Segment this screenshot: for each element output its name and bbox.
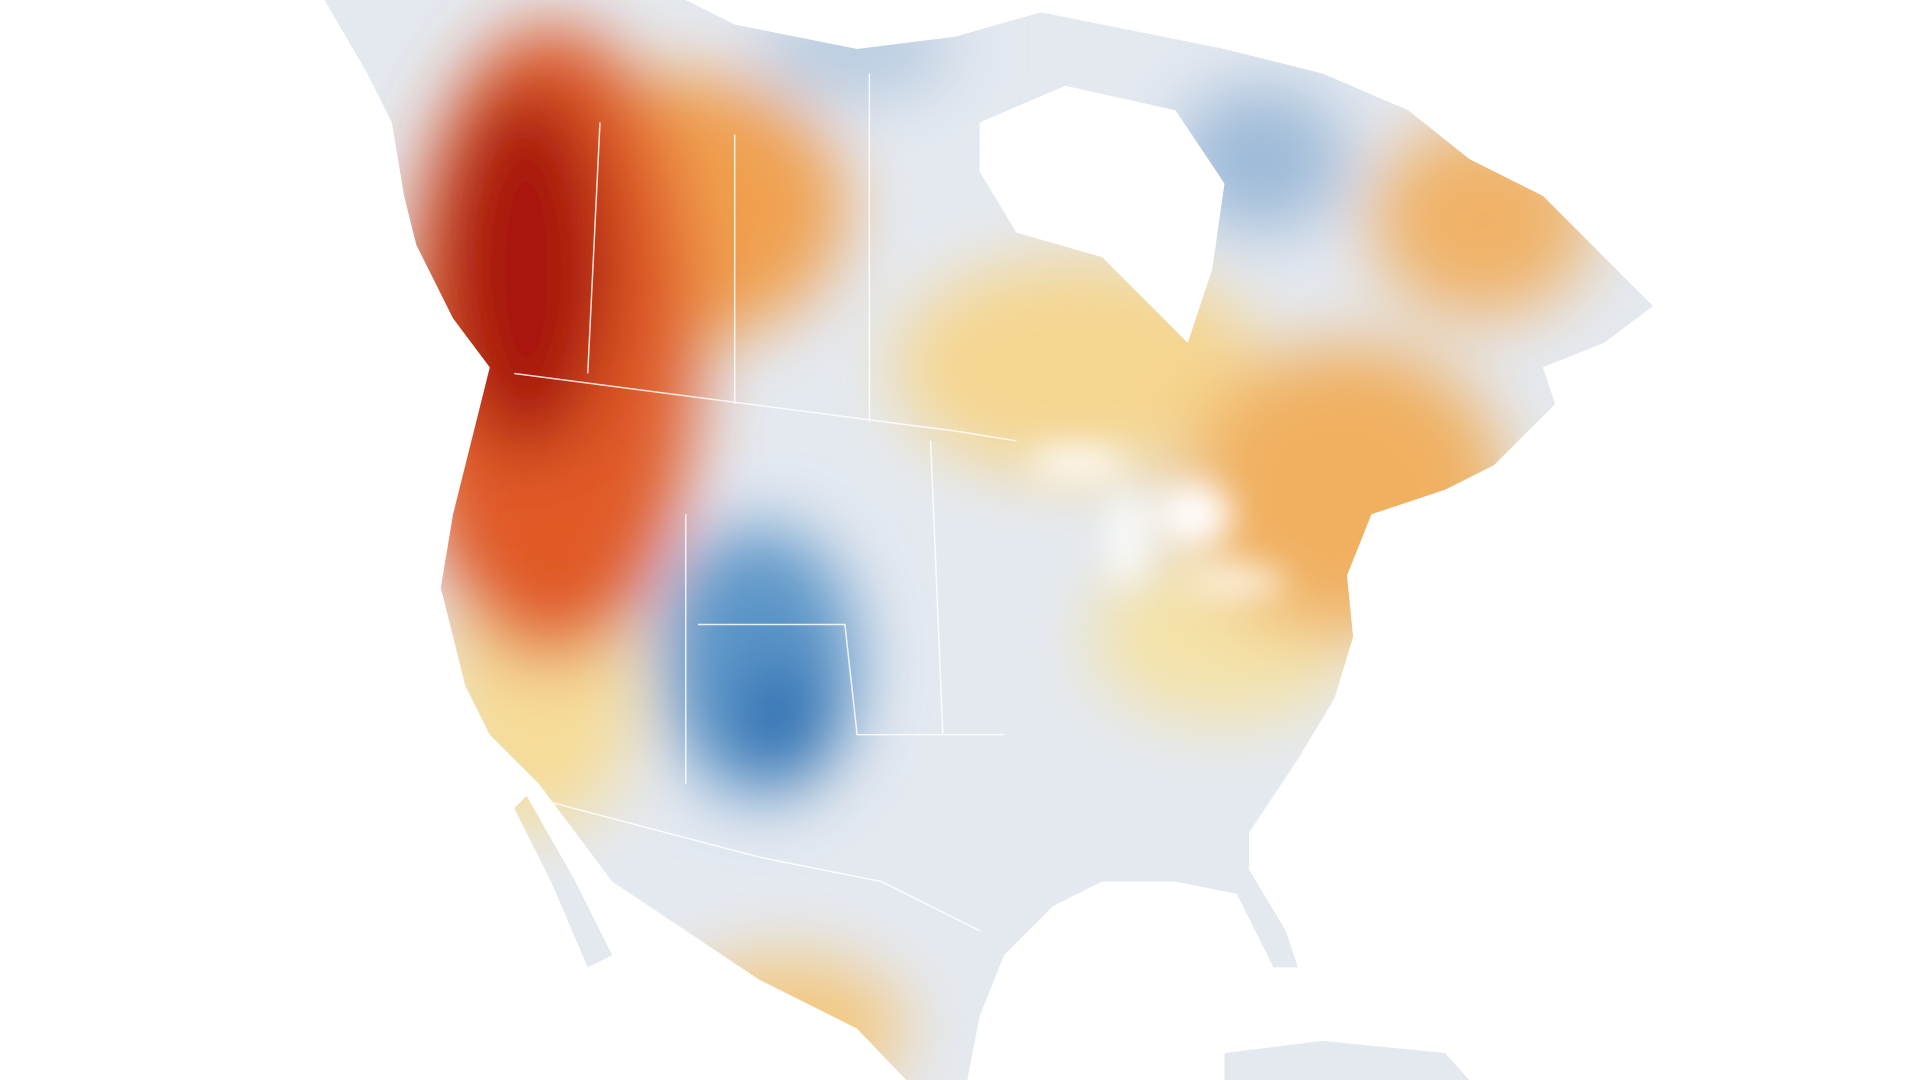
great-lakes (1028, 448, 1286, 594)
border-line (514, 372, 1017, 442)
lake (1111, 489, 1142, 588)
warm-area (1371, 122, 1592, 319)
border-line (587, 122, 601, 374)
lake (1187, 569, 1286, 594)
cool-core (734, 661, 833, 784)
cool-area (759, 0, 956, 98)
border-line (929, 440, 944, 735)
border-line (697, 623, 1005, 736)
hot-core (440, 85, 613, 454)
borders (514, 73, 1017, 932)
lake (1028, 448, 1127, 478)
border-line (526, 795, 980, 932)
lake (1157, 483, 1231, 545)
hudson-bay (979, 85, 1225, 343)
